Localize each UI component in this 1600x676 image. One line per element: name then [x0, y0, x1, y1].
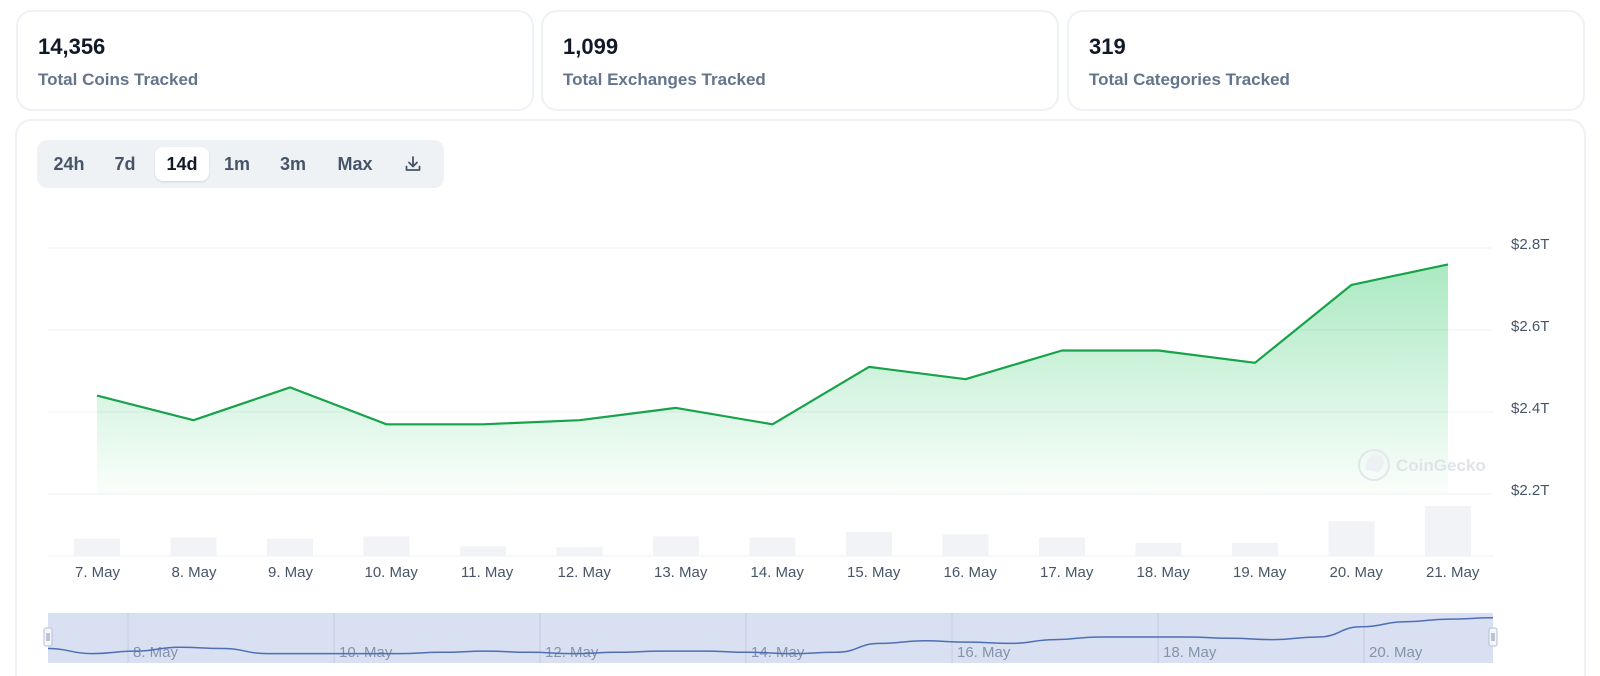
volume-bar [1232, 542, 1278, 556]
download-icon [405, 155, 421, 171]
volume-bar [846, 532, 892, 556]
stat-label: Total Categories Tracked [1089, 70, 1290, 89]
tab-3m[interactable]: 3m [279, 154, 306, 174]
tab-7d[interactable]: 7d [114, 154, 136, 174]
volume-bar [363, 536, 410, 556]
tab-1m[interactable]: 1m [223, 154, 250, 174]
x-tick-label: 19. May [1233, 564, 1287, 581]
x-tick-label: 20. May [1330, 564, 1384, 581]
range-navigator[interactable]: 8. May 10. May 12. May 14. May 16. May 18. Ma… [43, 613, 1498, 663]
stat-value: 14,356 [38, 34, 106, 59]
volume-bar [1425, 506, 1471, 556]
coingecko-logo-mark [1365, 454, 1384, 472]
volume-bar [1328, 521, 1375, 556]
stat-card-coins: 14,356 Total Coins Tracked [16, 10, 534, 111]
volume-bar [1135, 542, 1182, 556]
x-tick-label: 21. May [1426, 564, 1480, 581]
navigator-label: 18. May [1163, 644, 1217, 661]
stat-card-categories: 319 Total Categories Tracked [1067, 10, 1585, 111]
x-tick-label: 16. May [944, 564, 998, 581]
tab-14d[interactable]: 14d [155, 147, 209, 181]
volume-bar [942, 534, 989, 556]
download-button[interactable] [391, 147, 435, 181]
stat-value: 319 [1089, 34, 1126, 59]
x-tick-label: 11. May [461, 564, 514, 581]
x-tick-label: 18. May [1137, 564, 1191, 581]
volume-bar [170, 537, 217, 556]
volume-bar [460, 546, 506, 556]
navigator-label: 16. May [957, 644, 1011, 661]
y-tick-label: $2.4T [1511, 400, 1549, 417]
coingecko-watermark: CoinGecko [1358, 449, 1486, 481]
x-tick-label: 17. May [1040, 564, 1094, 581]
y-tick-label: $2.2T [1511, 482, 1549, 499]
x-tick-label: 10. May [365, 564, 419, 581]
x-tick-label: 15. May [847, 564, 901, 581]
navigator-label: 8. May [133, 644, 179, 661]
x-tick-label: 7. May [75, 564, 121, 581]
watermark-text: CoinGecko [1396, 456, 1486, 475]
volume-bar [1039, 537, 1085, 556]
stat-label: Total Coins Tracked [38, 70, 199, 89]
stat-label: Total Exchanges Tracked [563, 70, 766, 89]
navigator-handle-left[interactable] [43, 627, 53, 647]
navigator-line [48, 617, 1493, 655]
navigator-label: 10. May [339, 644, 393, 661]
navigator-handle-right[interactable] [1488, 627, 1498, 647]
y-tick-label: $2.8T [1511, 236, 1549, 253]
navigator-label: 12. May [545, 644, 599, 661]
x-tick-label: 8. May [172, 564, 218, 581]
tab-max[interactable]: Max [337, 154, 373, 174]
volume-bar [749, 537, 796, 556]
range-tabs: 24h 7d 14d 1m 3m Max [37, 140, 444, 188]
stat-value: 1,099 [563, 34, 619, 59]
volume-bar [556, 547, 603, 556]
x-tick-label: 13. May [654, 564, 708, 581]
navigator-background [48, 613, 1493, 663]
x-tick-label: 12. May [558, 564, 612, 581]
coingecko-logo-icon [1358, 449, 1390, 481]
y-tick-label: $2.6T [1511, 318, 1549, 335]
navigator-label: 20. May [1369, 644, 1423, 661]
volume-bar [74, 538, 120, 556]
stat-card-exchanges: 1,099 Total Exchanges Tracked [541, 10, 1059, 111]
volume-bar [267, 538, 313, 556]
x-tick-label: 9. May [268, 564, 314, 581]
tab-24h[interactable]: 24h [53, 154, 85, 174]
volume-bar [653, 536, 699, 556]
navigator-label: 14. May [751, 644, 805, 661]
market-cap-area [97, 264, 1448, 494]
x-tick-label: 14. May [751, 564, 805, 581]
